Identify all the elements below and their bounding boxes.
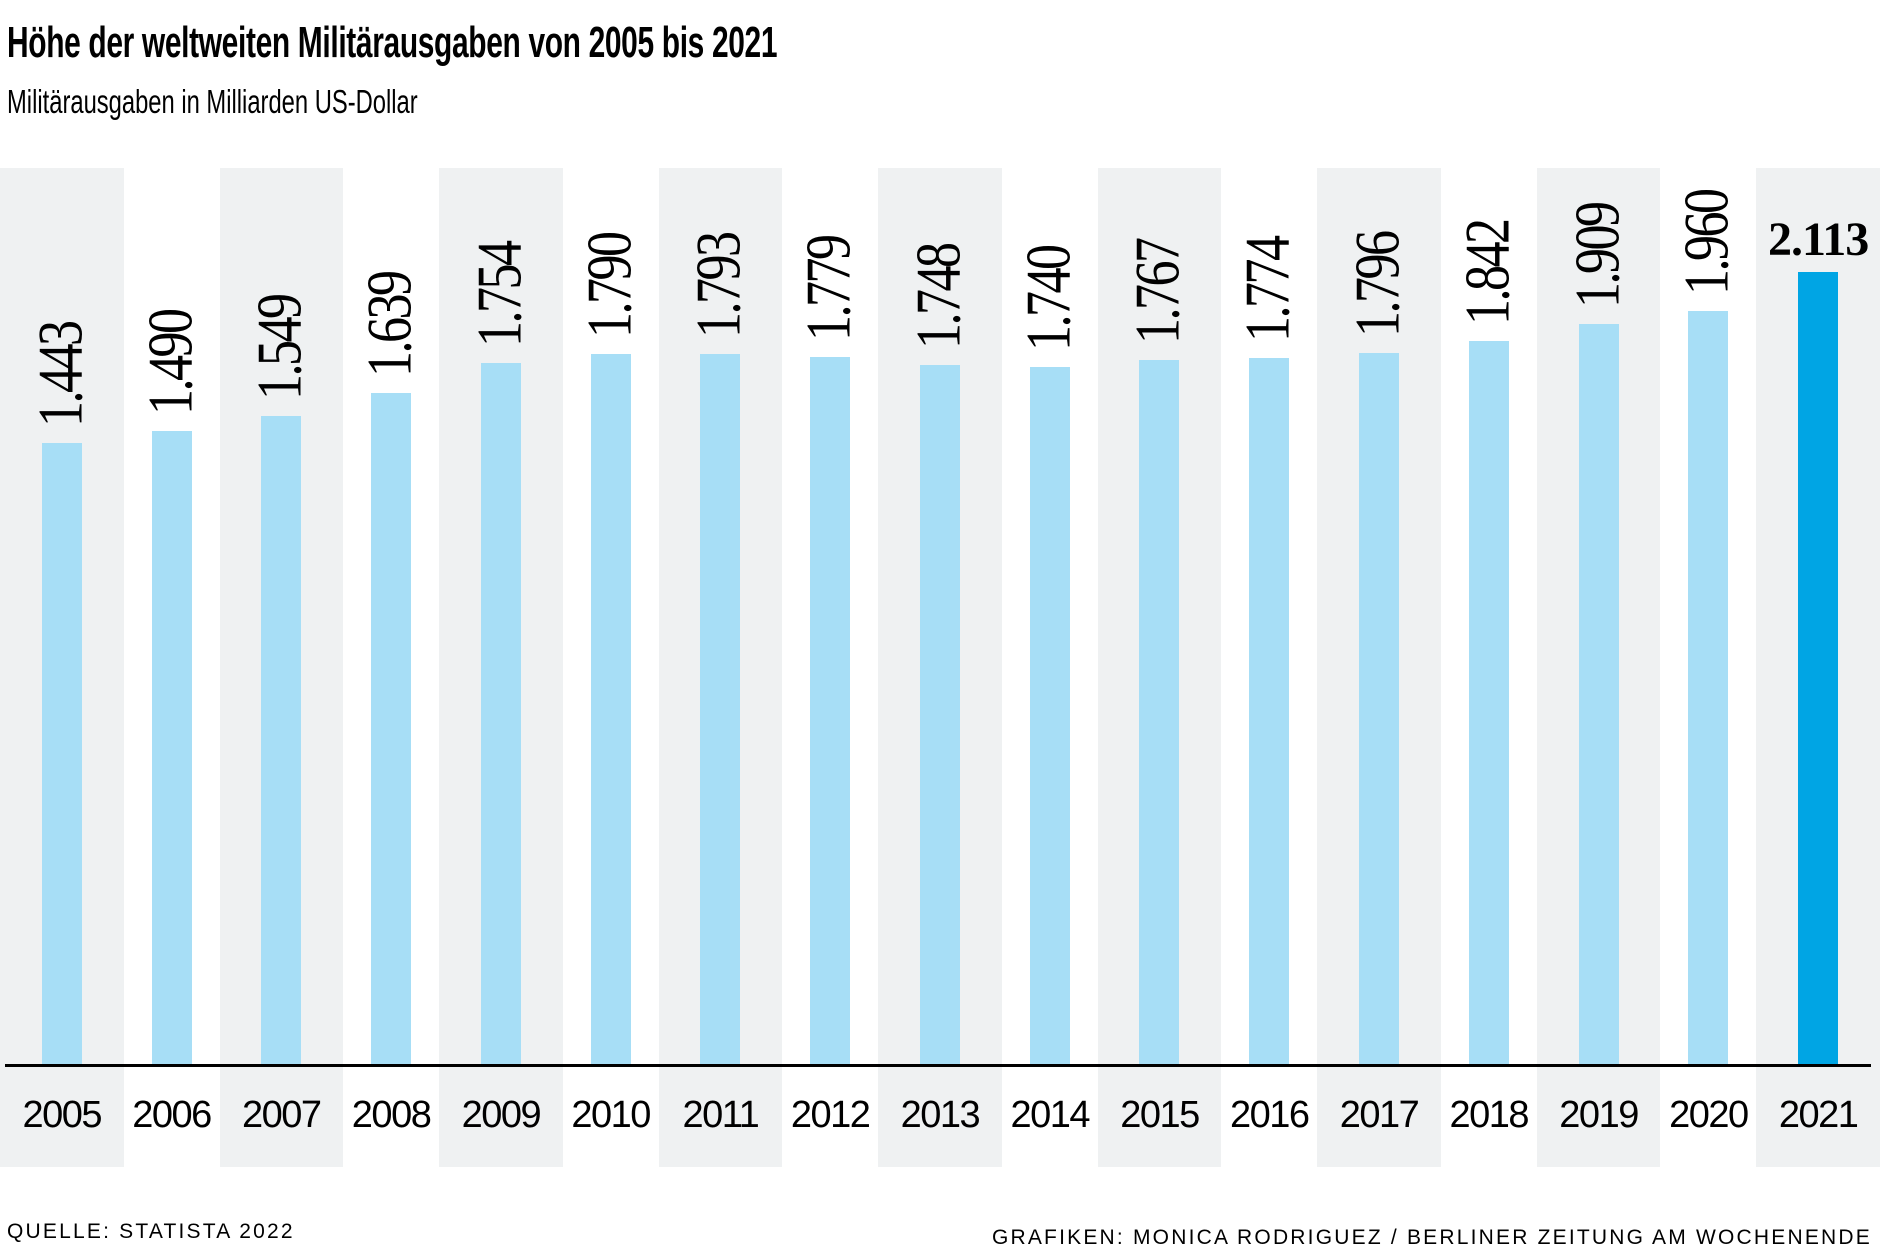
bar bbox=[1249, 358, 1290, 1064]
bar bbox=[151, 431, 192, 1064]
x-axis-label: 2020 bbox=[1669, 1094, 1749, 1136]
bar-value-label-box: 1.740 bbox=[1014, 221, 1084, 353]
bar-value-label: 1.549 bbox=[245, 295, 316, 401]
chart-column: 1.779 2012 bbox=[782, 168, 878, 1167]
bar bbox=[1578, 324, 1619, 1064]
bar bbox=[1359, 353, 1400, 1064]
x-axis-label: 2012 bbox=[790, 1094, 871, 1136]
bar-value-label-box: 1.490 bbox=[136, 285, 206, 417]
chart-column: 1.909 2019 bbox=[1536, 168, 1661, 1167]
chart-column: 1.842 2018 bbox=[1441, 168, 1537, 1167]
bar bbox=[1688, 311, 1729, 1064]
source-credit: QUELLE: STATISTA 2022 bbox=[7, 1220, 295, 1243]
bar bbox=[1798, 272, 1839, 1064]
bar-value-label: 1.779 bbox=[794, 236, 865, 342]
bar-value-label: 1.748 bbox=[904, 244, 975, 350]
x-axis-label: 2013 bbox=[900, 1094, 981, 1136]
x-axis-label: 2021 bbox=[1778, 1094, 1859, 1136]
bar-value-label: 1.490 bbox=[136, 310, 206, 416]
bar bbox=[261, 416, 302, 1064]
chart-column: 1.754 2009 bbox=[439, 168, 563, 1167]
bar-value-label: 1.790 bbox=[575, 233, 645, 339]
bar-value-label-box: 1.754 bbox=[465, 217, 536, 349]
chart-column: 1.767 2015 bbox=[1097, 168, 1222, 1167]
bar-value-label-box: 1.748 bbox=[904, 219, 975, 351]
bar-value-label-box: 1.960 bbox=[1672, 165, 1743, 297]
chart-title: Höhe der weltweiten Militärausgaben von … bbox=[7, 18, 778, 67]
chart-column: 1.443 2005 bbox=[0, 168, 124, 1167]
chart-subtitle: Militärausgaben in Milliarden US-Dollar bbox=[7, 83, 418, 120]
x-axis-label: 2005 bbox=[22, 1094, 102, 1136]
bar bbox=[919, 365, 960, 1064]
bar-value-label-box: 1.443 bbox=[26, 297, 96, 429]
bar-value-label: 1.909 bbox=[1563, 203, 1633, 309]
bar-value-label: 1.796 bbox=[1343, 232, 1414, 338]
bar bbox=[1139, 360, 1180, 1064]
x-axis-label: 2014 bbox=[1010, 1094, 1090, 1136]
bar-value-label-box: 1.639 bbox=[355, 247, 426, 379]
chart-column: 1.793 2011 bbox=[658, 168, 783, 1167]
bar bbox=[480, 363, 521, 1064]
bar-value-label: 1.443 bbox=[26, 322, 96, 428]
x-axis-label: 2008 bbox=[351, 1094, 432, 1136]
bar-value-label-box: 1.790 bbox=[575, 208, 645, 340]
x-axis-label: 2016 bbox=[1229, 1094, 1310, 1136]
chart-column: 1.748 2013 bbox=[878, 168, 1002, 1167]
bar-value-label-box: 1.774 bbox=[1233, 212, 1304, 344]
chart-column: 1.790 2010 bbox=[563, 168, 659, 1167]
x-axis-label: 2010 bbox=[571, 1094, 651, 1136]
x-axis-label: 2006 bbox=[132, 1094, 212, 1136]
chart-column: 1.796 2017 bbox=[1317, 168, 1441, 1167]
bar-value-label-box: 1.796 bbox=[1343, 207, 1414, 339]
x-axis-baseline bbox=[5, 1064, 1871, 1067]
bar-value-label-box: 1.793 bbox=[685, 208, 755, 340]
x-axis-label: 2007 bbox=[242, 1094, 322, 1136]
x-axis-label: 2011 bbox=[682, 1094, 760, 1136]
x-axis-label: 2017 bbox=[1339, 1094, 1420, 1136]
bar-value-label: 1.754 bbox=[465, 242, 536, 348]
bar-value-label-box: 1.842 bbox=[1453, 195, 1523, 327]
bar-chart: 1.443 2005 1.490 2006 1.549 2007 1.639 2008 1.75… bbox=[0, 168, 1880, 1167]
chart-column: 1.639 2008 bbox=[343, 168, 439, 1167]
bar-value-label-box: 1.909 bbox=[1563, 178, 1633, 310]
bar-value-label: 1.793 bbox=[685, 233, 755, 339]
bar-value-label: 1.639 bbox=[355, 272, 426, 378]
bar-value-label: 1.774 bbox=[1233, 237, 1304, 343]
graphics-credit: GRAFIKEN: MONICA RODRIGUEZ / BERLINER ZE… bbox=[991, 1226, 1872, 1249]
chart-column: 2.113 2021 bbox=[1756, 168, 1880, 1167]
bar-value-label-box: 1.767 bbox=[1124, 214, 1194, 346]
chart-column: 1.549 2007 bbox=[219, 168, 344, 1167]
x-axis-label: 2009 bbox=[461, 1094, 542, 1136]
bar bbox=[590, 354, 631, 1064]
x-axis-label: 2015 bbox=[1120, 1094, 1200, 1136]
bar-value-label-highlight: 2.113 bbox=[1767, 213, 1869, 266]
bar bbox=[41, 443, 82, 1064]
x-axis-label: 2019 bbox=[1559, 1094, 1639, 1136]
bar bbox=[810, 357, 851, 1064]
x-axis-label: 2018 bbox=[1449, 1094, 1530, 1136]
bar-value-label-box: 1.549 bbox=[245, 270, 316, 402]
chart-column: 1.490 2006 bbox=[124, 168, 220, 1167]
bar-value-label: 1.767 bbox=[1124, 239, 1194, 345]
bar bbox=[1029, 367, 1070, 1064]
chart-column: 1.960 2020 bbox=[1660, 168, 1756, 1167]
bar bbox=[1468, 341, 1509, 1064]
bar-value-label: 1.842 bbox=[1453, 220, 1523, 326]
bar-value-label: 1.960 bbox=[1672, 190, 1743, 296]
bar bbox=[700, 354, 741, 1064]
chart-column: 1.740 2014 bbox=[1002, 168, 1098, 1167]
bar bbox=[371, 393, 412, 1064]
chart-column: 1.774 2016 bbox=[1221, 168, 1317, 1167]
bar-value-label: 1.740 bbox=[1014, 246, 1084, 352]
bar-value-label-box: 1.779 bbox=[794, 211, 865, 343]
